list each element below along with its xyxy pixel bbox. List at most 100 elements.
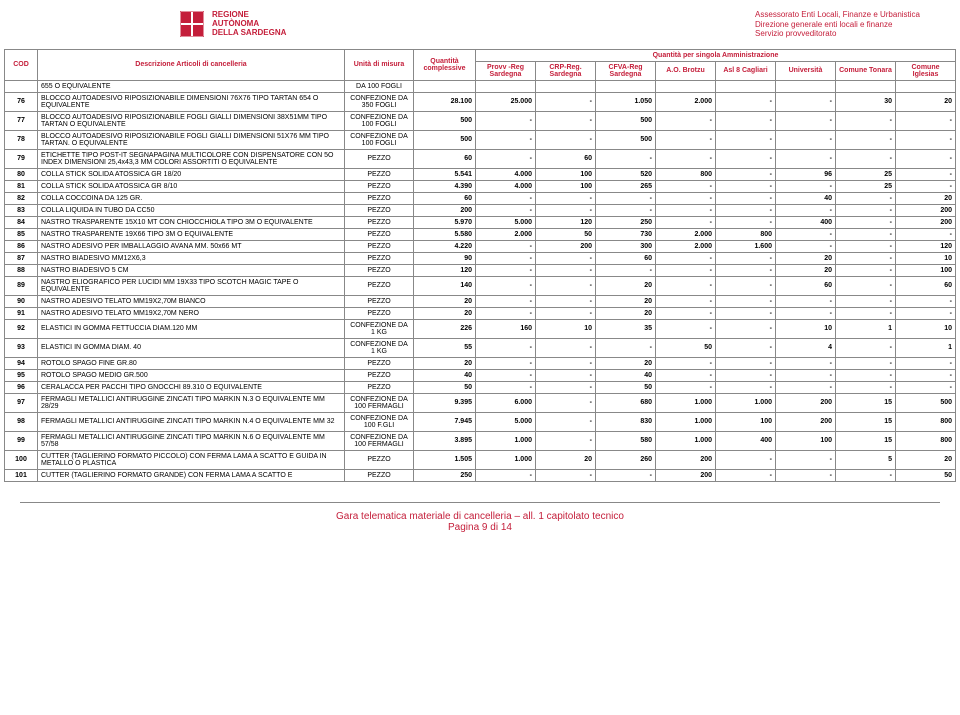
- cell-qty: 20: [414, 307, 476, 319]
- cell-cod: 78: [5, 130, 38, 149]
- cell-cod: 91: [5, 307, 38, 319]
- cell-value: -: [536, 412, 596, 431]
- cell-cod: 81: [5, 180, 38, 192]
- cell-cod: 79: [5, 149, 38, 168]
- cell-desc: COLLA LIQUIDA IN TUBO DA CC50: [38, 204, 345, 216]
- cell-value: 15: [836, 393, 896, 412]
- cell-desc: CUTTER (TAGLIERINO FORMATO PICCOLO) CON …: [38, 450, 345, 469]
- table-row: 91NASTRO ADESIVO TELATO MM19X2,70M NEROP…: [5, 307, 956, 319]
- cell-value: -: [716, 204, 776, 216]
- cell-cod: 82: [5, 192, 38, 204]
- cell-value: -: [776, 369, 836, 381]
- cell-value: 6.000: [476, 393, 536, 412]
- cell-unit: PEZZO: [345, 469, 414, 481]
- cell-value: -: [476, 264, 536, 276]
- cell-value: 96: [776, 168, 836, 180]
- table-row: 83COLLA LIQUIDA IN TUBO DA CC50PEZZO200-…: [5, 204, 956, 216]
- cell-qty: 7.945: [414, 412, 476, 431]
- page-header: REGIONE AUTÒNOMA DELLA SARDEGNA Assessor…: [0, 0, 960, 49]
- cell-value: -: [656, 204, 716, 216]
- cell-value: 20: [596, 276, 656, 295]
- cell-value: -: [716, 319, 776, 338]
- cell-unit: PEZZO: [345, 264, 414, 276]
- cell-cod: 97: [5, 393, 38, 412]
- cell-value: [596, 80, 656, 92]
- cell-qty: 5.541: [414, 168, 476, 180]
- cell-value: -: [776, 295, 836, 307]
- cell-value: -: [776, 92, 836, 111]
- cell-unit: CONFEZIONE DA 100 FERMAGLI: [345, 431, 414, 450]
- cell-value: 265: [596, 180, 656, 192]
- cell-value: -: [776, 307, 836, 319]
- table-row: 99FERMAGLI METALLICI ANTIRUGGINE ZINCATI…: [5, 431, 956, 450]
- cell-qty: 20: [414, 295, 476, 307]
- cell-value: 50: [896, 469, 956, 481]
- cell-value: -: [656, 319, 716, 338]
- table-row: 79ETICHETTE TIPO POST-IT SEGNAPAGINA MUL…: [5, 149, 956, 168]
- cell-desc: COLLA COCCOINA DA 125 GR.: [38, 192, 345, 204]
- cell-value: 10: [536, 319, 596, 338]
- cell-value: 400: [776, 216, 836, 228]
- cell-value: -: [536, 338, 596, 357]
- cell-qty: 55: [414, 338, 476, 357]
- cell-value: -: [836, 264, 896, 276]
- cell-value: -: [896, 357, 956, 369]
- cell-unit: PEZZO: [345, 180, 414, 192]
- th-group: Quantità per singola Amministrazione: [476, 49, 956, 61]
- header-right-l1: Assessorato Enti Locali, Finanze e Urban…: [755, 10, 920, 20]
- cell-value: 1.000: [476, 431, 536, 450]
- table-row: 97FERMAGLI METALLICI ANTIRUGGINE ZINCATI…: [5, 393, 956, 412]
- cell-value: -: [836, 369, 896, 381]
- cell-value: 50: [596, 381, 656, 393]
- cell-cod: 95: [5, 369, 38, 381]
- cell-cod: 76: [5, 92, 38, 111]
- cell-value: -: [716, 168, 776, 180]
- cell-desc: NASTRO ADESIVO TELATO MM19X2,70M NERO: [38, 307, 345, 319]
- items-table: COD Descrizione Articoli di cancelleria …: [4, 49, 956, 482]
- cell-value: 200: [656, 450, 716, 469]
- cell-value: 500: [896, 393, 956, 412]
- cell-value: -: [656, 276, 716, 295]
- cell-unit: PEZZO: [345, 381, 414, 393]
- th-cod: COD: [5, 49, 38, 80]
- cell-value: -: [716, 369, 776, 381]
- cell-qty: [414, 80, 476, 92]
- cell-desc: CERALACCA PER PACCHI TIPO GNOCCHI 89.310…: [38, 381, 345, 393]
- table-row: 89NASTRO ELIOGRAFICO PER LUCIDI MM 19X33…: [5, 276, 956, 295]
- cell-value: -: [656, 307, 716, 319]
- cell-value: -: [536, 469, 596, 481]
- cell-unit: PEZZO: [345, 240, 414, 252]
- cell-cod: 90: [5, 295, 38, 307]
- cell-value: 5: [836, 450, 896, 469]
- cell-value: -: [776, 111, 836, 130]
- cell-value: 260: [596, 450, 656, 469]
- cell-value: -: [656, 381, 716, 393]
- table-row: 95ROTOLO SPAGO MEDIO GR.500PEZZO40--40--…: [5, 369, 956, 381]
- cell-value: 2.000: [656, 228, 716, 240]
- region-logo-icon: [180, 11, 204, 37]
- cell-value: 800: [716, 228, 776, 240]
- cell-value: 580: [596, 431, 656, 450]
- cell-value: -: [716, 130, 776, 149]
- cell-value: -: [476, 240, 536, 252]
- cell-cod: 89: [5, 276, 38, 295]
- cell-value: [836, 80, 896, 92]
- cell-value: -: [536, 130, 596, 149]
- cell-value: -: [836, 192, 896, 204]
- cell-value: 1.000: [716, 393, 776, 412]
- cell-qty: 60: [414, 192, 476, 204]
- cell-value: -: [656, 111, 716, 130]
- cell-cod: 93: [5, 338, 38, 357]
- cell-unit: CONFEZIONE DA 100 F.GLI: [345, 412, 414, 431]
- cell-value: -: [776, 450, 836, 469]
- header-right-l3: Servizio provveditorato: [755, 29, 920, 39]
- cell-value: 1.000: [656, 431, 716, 450]
- cell-value: 20: [596, 295, 656, 307]
- cell-value: -: [776, 381, 836, 393]
- cell-value: -: [476, 469, 536, 481]
- table-body: 655 O EQUIVALENTEDA 100 FOGLI76BLOCCO AU…: [5, 80, 956, 481]
- cell-value: -: [656, 295, 716, 307]
- cell-value: -: [836, 149, 896, 168]
- cell-value: 60: [536, 149, 596, 168]
- cell-value: -: [596, 469, 656, 481]
